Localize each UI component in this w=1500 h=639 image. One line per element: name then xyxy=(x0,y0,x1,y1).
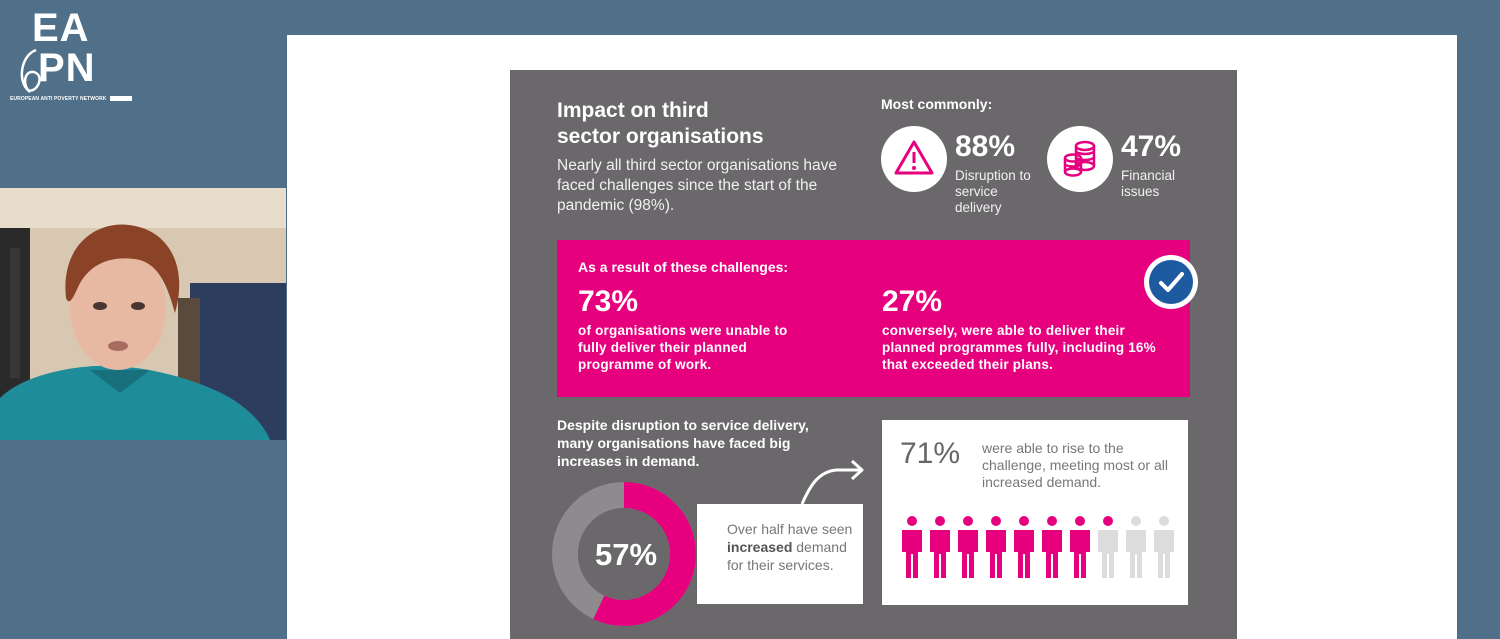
person-icon xyxy=(958,516,978,578)
arrow-icon xyxy=(800,459,864,505)
person-icon xyxy=(1042,516,1062,578)
over-half-text-post: demand for their services. xyxy=(727,539,847,573)
donut-arc xyxy=(552,482,696,626)
banner-left-value: 73% xyxy=(578,285,639,318)
slide-title: Impact on third sector organisations xyxy=(557,99,764,148)
banner-right-text: conversely, were able to deliver their p… xyxy=(882,323,1156,372)
person-icon xyxy=(1126,516,1146,578)
person-icon xyxy=(986,516,1006,578)
logo-letters-bottom: PN xyxy=(38,46,96,90)
coins-icon xyxy=(1047,126,1113,192)
demand-text: Despite disruption to service delivery, … xyxy=(557,417,809,469)
banner-left-text: of organisations were unable to fully de… xyxy=(578,323,788,372)
over-half-text: Over half have seen increased demand for… xyxy=(727,520,857,574)
banner-heading: As a result of these challenges: xyxy=(578,259,789,275)
person-icon xyxy=(1070,516,1090,578)
person-icon xyxy=(1014,516,1034,578)
checkmark-icon xyxy=(1144,255,1198,309)
rise-text: were able to rise to the challenge, meet… xyxy=(982,440,1168,490)
logo-tagline: EUROPEAN ANTI POVERTY NETWORK xyxy=(10,96,107,102)
person-icon xyxy=(1154,516,1174,578)
person-icon xyxy=(1098,516,1118,578)
person-icon xyxy=(930,516,950,578)
logo-swirl-icon xyxy=(20,48,41,93)
stat-financial-value: 47% xyxy=(1121,130,1182,163)
stat-disruption-label: Disruption to service delivery xyxy=(955,168,1031,215)
over-half-text-pre: Over half have seen xyxy=(727,521,853,537)
stat-financial-label: Financial issues xyxy=(1121,168,1176,199)
banner-right-value: 27% xyxy=(882,285,943,318)
infographic-card: Impact on third sector organisations Nea… xyxy=(510,70,1237,639)
slide-lead-text: Nearly all third sector organisations ha… xyxy=(557,157,837,214)
demand-donut-chart xyxy=(552,482,696,626)
rise-to-challenge-box: 71% were able to rise to the challenge, … xyxy=(882,420,1188,605)
most-commonly-label: Most commonly: xyxy=(881,96,993,112)
logo-bar xyxy=(110,96,132,101)
people-pictogram xyxy=(902,516,1174,578)
webcam-video xyxy=(0,188,286,440)
donut-value: 57% xyxy=(595,537,658,572)
stat-disruption-value: 88% xyxy=(955,130,1016,163)
logo-letters-top: EA xyxy=(32,6,90,50)
eapn-logo: EA PN EUROPEAN ANTI POVERTY NETWORK xyxy=(10,8,135,106)
rise-value: 71% xyxy=(900,437,961,470)
warning-icon xyxy=(881,126,947,192)
results-banner: As a result of these challenges: 73% of … xyxy=(557,240,1198,397)
over-half-box: Over half have seen increased demand for… xyxy=(697,504,863,604)
over-half-text-bold: increased xyxy=(727,539,793,555)
person-icon xyxy=(902,516,922,578)
donut-hole xyxy=(578,508,670,600)
